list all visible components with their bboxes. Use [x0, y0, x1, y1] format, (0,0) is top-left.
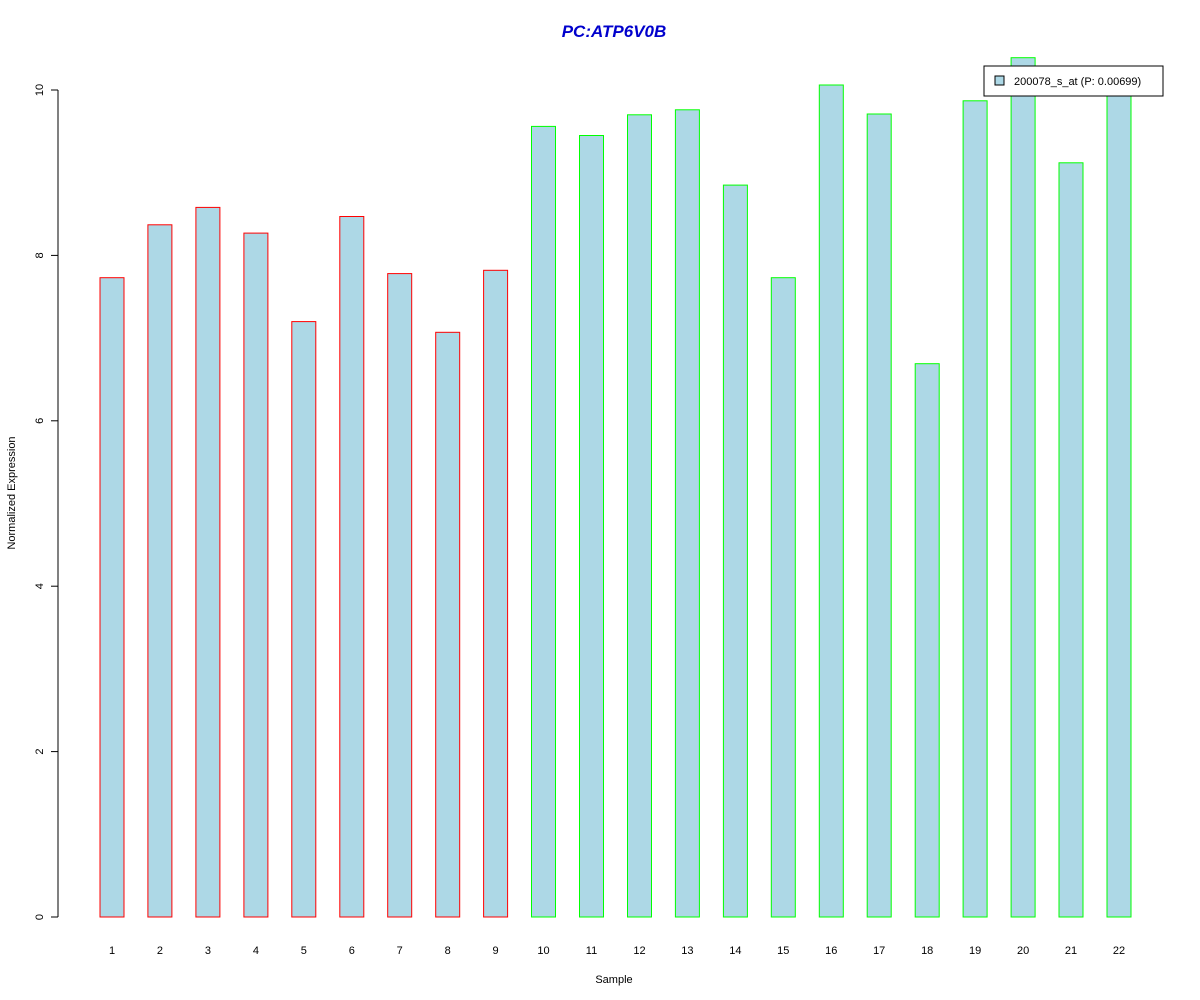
bar-sample-1	[99, 277, 125, 918]
x-tick-label: 5	[301, 945, 307, 957]
x-tick-label: 9	[493, 945, 499, 957]
chart-title: PC:ATP6V0B	[562, 22, 667, 41]
x-tick-label: 3	[205, 945, 211, 957]
x-tick-label: 14	[729, 945, 741, 957]
x-tick-label: 6	[349, 945, 355, 957]
x-tick-label: 1	[109, 945, 115, 957]
bar-sample-13	[674, 109, 700, 918]
bars-group	[99, 57, 1132, 918]
bar-sample-14	[722, 184, 748, 918]
x-tick-label: 18	[921, 945, 933, 957]
bar-sample-11	[579, 135, 604, 918]
legend-swatch	[994, 75, 1005, 86]
x-tick-label: 2	[157, 945, 163, 957]
x-tick-label: 22	[1113, 945, 1125, 957]
x-axis-label: Sample	[595, 974, 632, 986]
x-tick-label: 17	[873, 945, 885, 957]
x-tick-label: 4	[253, 945, 259, 957]
y-axis-label: Normalized Expression	[6, 436, 18, 549]
bar-sample-17	[866, 113, 892, 918]
bar-sample-3	[195, 206, 221, 918]
bar-sample-10	[531, 125, 556, 918]
bar-sample-18	[914, 363, 940, 918]
y-tick-label: 8	[34, 252, 46, 258]
y-tick-label: 10	[34, 84, 46, 96]
x-tick-label: 13	[681, 945, 693, 957]
y-axis: 0 2 4 6 8 10	[34, 84, 59, 920]
legend-box	[983, 65, 1164, 97]
bar-sample-4	[243, 232, 269, 918]
bar-sample-2	[147, 224, 173, 918]
bar-sample-5	[291, 321, 317, 918]
bar-sample-15	[770, 277, 796, 918]
legend-label: 200078_s_at (P: 0.00699)	[1014, 76, 1141, 88]
y-tick-label: 4	[34, 583, 46, 589]
legend: 200078_s_at (P: 0.00699)	[983, 65, 1164, 97]
x-tick-label: 10	[537, 945, 549, 957]
bar-sample-16	[818, 84, 844, 918]
x-tick-label: 8	[445, 945, 451, 957]
y-tick-label: 2	[34, 749, 46, 755]
bar-sample-21	[1058, 162, 1084, 918]
x-tick-label: 11	[586, 945, 597, 957]
bar-sample-7	[387, 273, 413, 918]
x-tick-label: 12	[633, 945, 645, 957]
x-axis-tick-labels: 1 2 3 4 5 6 7 8 9 10 11 12 13 14 15 16 17 18 19 20 21 22	[109, 945, 1125, 957]
x-tick-label: 15	[777, 945, 789, 957]
x-tick-label: 7	[397, 945, 403, 957]
bar-sample-12	[627, 114, 652, 918]
bar-sample-22	[1106, 73, 1132, 918]
bar-sample-8	[435, 331, 461, 918]
x-tick-label: 16	[825, 945, 837, 957]
bar-sample-9	[483, 269, 509, 918]
bar-sample-6	[339, 216, 365, 918]
y-tick-label: 6	[34, 418, 46, 424]
y-tick-label: 0	[34, 914, 46, 920]
x-tick-label: 21	[1065, 945, 1077, 957]
x-tick-label: 20	[1017, 945, 1029, 957]
x-tick-label: 19	[969, 945, 981, 957]
bar-sample-19	[962, 100, 988, 918]
bar-sample-20	[1010, 57, 1036, 918]
